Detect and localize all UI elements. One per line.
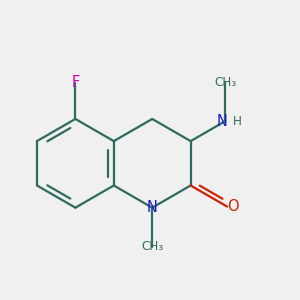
Text: O: O (226, 199, 238, 214)
Text: CH₃: CH₃ (141, 240, 163, 253)
Text: N: N (147, 200, 158, 215)
Text: N: N (216, 114, 227, 129)
Text: F: F (71, 75, 80, 90)
Text: CH₃: CH₃ (214, 76, 236, 88)
Text: H: H (233, 115, 242, 128)
